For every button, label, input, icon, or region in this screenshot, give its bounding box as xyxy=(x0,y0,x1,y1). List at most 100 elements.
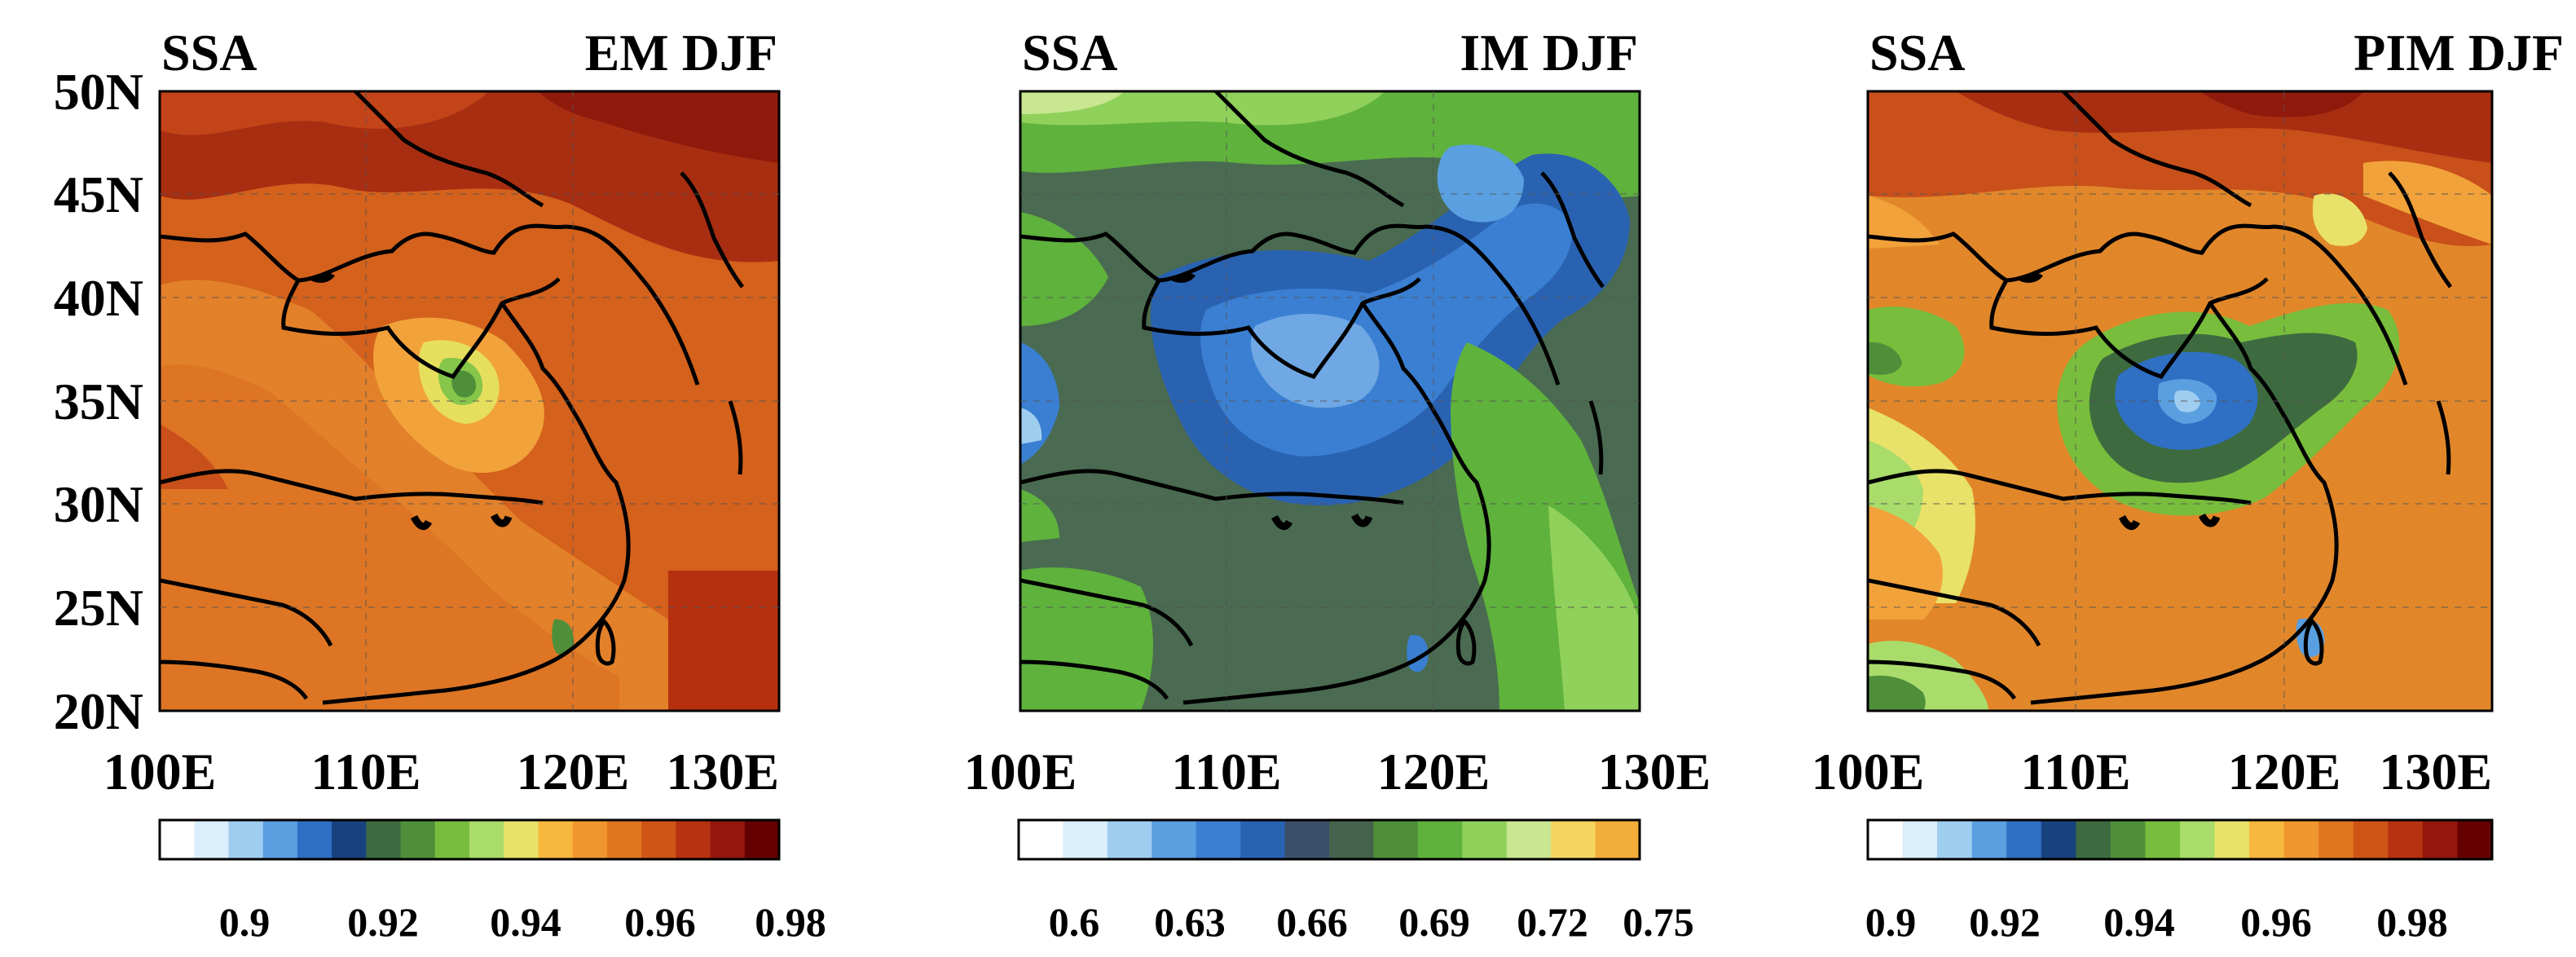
colorbar-swatch xyxy=(1107,820,1152,859)
colorbar-swatch xyxy=(2388,820,2424,859)
colorbar-swatch xyxy=(366,820,402,859)
colorbar-swatch xyxy=(2076,820,2111,859)
colorbar-swatch xyxy=(2214,820,2250,859)
colorbar-tick-label: 0.92 xyxy=(1969,899,2041,945)
colorbar-swatch xyxy=(1373,820,1419,859)
colorbar-tick-label: 0.96 xyxy=(624,899,696,945)
colorbar-swatch xyxy=(2180,820,2216,859)
x-tick-label: 130E xyxy=(666,743,779,800)
x-tick-label: 110E xyxy=(310,743,421,800)
colorbar-swatch xyxy=(228,820,264,859)
x-tick-label: 120E xyxy=(2228,743,2341,800)
panel-em-title-right: EM DJF xyxy=(585,24,777,82)
colorbar-swatch xyxy=(2353,820,2389,859)
colorbar-swatch xyxy=(2457,820,2493,859)
colorbar-swatch xyxy=(1240,820,1286,859)
panel-em-colorbar-ticks: 0.9 0.92 0.94 0.96 0.98 xyxy=(219,899,826,945)
colorbar-swatch xyxy=(710,820,746,859)
x-tick-label: 110E xyxy=(1171,743,1281,800)
colorbar-tick-label: 0.6 xyxy=(1049,899,1100,945)
x-tick-label: 130E xyxy=(2379,743,2492,800)
colorbar-tick-label: 0.92 xyxy=(347,899,419,945)
colorbar-tick-label: 0.94 xyxy=(490,899,561,945)
colorbar-swatch xyxy=(1417,820,1463,859)
colorbar-frame xyxy=(1866,818,2494,861)
colorbar-swatch xyxy=(2145,820,2181,859)
panel-im-colorbar-ticks: 0.6 0.63 0.66 0.69 0.72 0.75 xyxy=(1049,899,1694,945)
colorbar-frame xyxy=(158,818,781,861)
colorbar-swatch xyxy=(676,820,711,859)
colorbar-tick-label: 0.63 xyxy=(1154,899,1226,945)
colorbar-swatch xyxy=(1019,820,1064,859)
panel-pim-title-left: SSA xyxy=(1869,24,1965,82)
panel-pim-colorbar-ticks: 0.9 0.92 0.94 0.96 0.98 xyxy=(1865,899,2448,945)
colorbar-swatch xyxy=(1462,820,1508,859)
colorbar-swatch xyxy=(262,820,298,859)
colorbar-swatch xyxy=(744,820,780,859)
y-tick-label: 50N xyxy=(54,63,143,121)
colorbar-tick-label: 0.98 xyxy=(755,899,826,945)
colorbar-swatch xyxy=(1506,820,1552,859)
y-tick-label: 40N xyxy=(54,269,143,327)
panel-im-title-left: SSA xyxy=(1022,24,1117,82)
colorbar-swatch xyxy=(1971,820,2007,859)
colorbar-swatch xyxy=(2041,820,2076,859)
colorbar-swatch xyxy=(1551,820,1596,859)
y-tick-label: 35N xyxy=(54,373,143,430)
colorbar-swatch xyxy=(297,820,332,859)
colorbar-swatch xyxy=(1151,820,1197,859)
colorbar-tick-label: 0.96 xyxy=(2240,899,2312,945)
colorbar-tick-label: 0.98 xyxy=(2376,899,2448,945)
colorbar-tick-label: 0.75 xyxy=(1623,899,1694,945)
colorbar-swatch xyxy=(1595,820,1640,859)
y-tick-label: 45N xyxy=(54,165,143,223)
panel-em: SSA EM DJF 50N 45N 40N xyxy=(54,24,826,945)
x-tick-label: 100E xyxy=(103,743,217,800)
panel-em-title-left: SSA xyxy=(161,24,257,82)
x-tick-label: 130E xyxy=(1598,743,1711,800)
panel-pim: SSA PIM DJF xyxy=(1812,24,2564,945)
colorbar-swatch xyxy=(2283,820,2319,859)
colorbar-frame xyxy=(1017,818,1641,861)
colorbar-swatch xyxy=(1937,820,1973,859)
panel-pim-title-right: PIM DJF xyxy=(2354,24,2564,82)
panel-im-field xyxy=(1020,91,1640,711)
colorbar-swatch xyxy=(1284,820,1330,859)
x-tick-label: 120E xyxy=(517,743,630,800)
colorbar-swatch xyxy=(2249,820,2285,859)
colorbar-swatch xyxy=(641,820,676,859)
colorbar-tick-label: 0.66 xyxy=(1276,899,1348,945)
colorbar-swatch xyxy=(160,820,195,859)
colorbar-swatch xyxy=(606,820,642,859)
colorbar-swatch xyxy=(1868,820,1904,859)
y-tick-label: 20N xyxy=(54,682,143,740)
panel-em-colorbar xyxy=(158,818,781,861)
colorbar-swatch xyxy=(2318,820,2354,859)
panel-pim-field xyxy=(1868,91,2492,711)
colorbar-swatch xyxy=(1063,820,1108,859)
colorbar-swatch xyxy=(2006,820,2042,859)
panel-pim-colorbar xyxy=(1866,818,2494,861)
panel-im: SSA IM DJF 100E xyxy=(964,24,1711,945)
x-tick-label: 100E xyxy=(964,743,1077,800)
colorbar-swatch xyxy=(434,820,470,859)
colorbar-swatch xyxy=(2110,820,2147,859)
colorbar-swatch xyxy=(504,820,539,859)
colorbar-swatch xyxy=(572,820,608,859)
colorbar-tick-label: 0.72 xyxy=(1517,899,1588,945)
colorbar-swatch xyxy=(2422,820,2459,859)
y-tick-label: 25N xyxy=(54,579,143,637)
colorbar-swatch xyxy=(400,820,436,859)
colorbar-swatch xyxy=(194,820,230,859)
panel-em-field xyxy=(160,91,779,711)
colorbar-swatch xyxy=(1196,820,1241,859)
colorbar-tick-label: 0.9 xyxy=(1865,899,1917,945)
x-tick-label: 100E xyxy=(1812,743,1925,800)
x-tick-label: 110E xyxy=(2020,743,2130,800)
panel-im-title-right: IM DJF xyxy=(1460,24,1638,82)
colorbar-tick-label: 0.69 xyxy=(1398,899,1470,945)
colorbar-tick-label: 0.94 xyxy=(2103,899,2175,945)
colorbar-swatch xyxy=(1329,820,1375,859)
colorbar-swatch xyxy=(1902,820,1938,859)
